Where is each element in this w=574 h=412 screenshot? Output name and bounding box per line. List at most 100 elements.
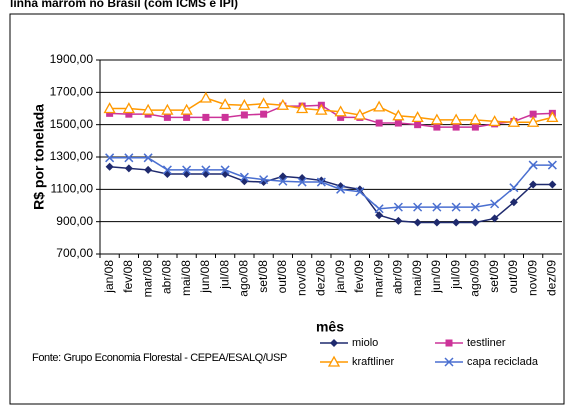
x-tick-label: dez/08 — [314, 260, 328, 296]
data-point — [548, 180, 557, 189]
data-point — [163, 113, 171, 121]
data-point — [334, 105, 347, 117]
data-point — [201, 165, 211, 175]
x-tick-label: set/09 — [487, 260, 501, 293]
data-point — [414, 121, 422, 129]
data-point — [469, 113, 482, 125]
x-tick-label: mar/08 — [140, 260, 154, 298]
legend-marker — [327, 355, 341, 367]
data-point — [259, 175, 269, 185]
data-point — [103, 102, 116, 114]
x-tick-label: jun/09 — [429, 260, 443, 294]
x-axis-label: mês — [316, 319, 344, 335]
data-point — [490, 214, 499, 223]
data-point — [297, 177, 307, 187]
data-point — [257, 97, 270, 109]
legend-marker — [445, 339, 453, 347]
data-point — [413, 202, 423, 212]
x-tick-label: mai/09 — [410, 260, 424, 296]
x-tick-label: jan/08 — [102, 260, 116, 294]
data-point — [373, 100, 386, 112]
x-tick-label: nov/08 — [294, 260, 308, 296]
data-point — [471, 123, 479, 131]
data-point — [488, 115, 501, 127]
data-point — [202, 113, 210, 121]
data-point — [393, 202, 403, 212]
legend-label: testliner — [467, 337, 506, 349]
data-point — [162, 165, 172, 175]
series-line — [109, 157, 553, 210]
chart-title: linha marrom no Brasil (com ICMS e IPI) — [10, 0, 238, 10]
data-point — [432, 202, 442, 212]
data-point — [199, 91, 212, 103]
x-tick-label: jul/08 — [217, 260, 231, 290]
data-point — [337, 113, 345, 121]
data-point — [450, 113, 463, 125]
data-point — [278, 176, 288, 186]
data-point — [180, 103, 193, 115]
x-tick-label: out/09 — [506, 260, 520, 294]
y-tick-label: 1500,00 — [50, 117, 94, 131]
x-tick-label: ago/08 — [237, 260, 251, 297]
data-point — [546, 111, 559, 123]
data-point — [221, 113, 229, 121]
data-point — [105, 162, 114, 171]
data-point — [220, 165, 230, 175]
data-point — [124, 153, 134, 163]
data-point — [239, 172, 249, 182]
data-point — [490, 199, 500, 209]
data-point — [433, 123, 441, 131]
x-tick-label: mar/09 — [371, 260, 385, 298]
legend-label: kraftliner — [352, 356, 395, 368]
data-point — [240, 111, 248, 119]
legend-label: miolo — [352, 337, 378, 349]
y-tick-label: 700,00 — [56, 246, 93, 260]
data-point — [276, 98, 289, 110]
data-point — [336, 184, 346, 194]
data-point — [547, 160, 557, 170]
data-point — [182, 165, 192, 175]
data-point — [161, 103, 174, 115]
data-point — [122, 102, 135, 114]
data-point — [374, 204, 384, 214]
x-tick-label: ago/09 — [468, 260, 482, 297]
data-point — [527, 115, 540, 127]
x-tick-label: abr/08 — [160, 260, 174, 294]
data-point — [394, 119, 402, 127]
data-point — [183, 113, 191, 121]
data-point — [296, 102, 309, 114]
x-tick-label: mai/08 — [179, 260, 193, 296]
data-point — [432, 218, 441, 227]
x-tick-label: out/08 — [275, 260, 289, 294]
data-point — [353, 108, 366, 120]
x-tick-label: dez/09 — [545, 260, 559, 296]
y-tick-label: 1700,00 — [50, 85, 94, 99]
x-tick-label: jan/09 — [333, 260, 347, 294]
y-tick-label: 1100,00 — [51, 182, 94, 196]
data-point — [375, 211, 384, 220]
data-point — [375, 119, 383, 127]
x-tick-label: nov/09 — [525, 260, 539, 296]
data-point — [413, 218, 422, 227]
data-point — [509, 198, 518, 207]
x-tick-label: fev/09 — [352, 260, 366, 293]
data-point — [125, 110, 133, 118]
data-point — [355, 187, 365, 197]
data-point — [260, 110, 268, 118]
data-point — [452, 123, 460, 131]
data-point — [509, 183, 519, 193]
x-tick-label: jun/08 — [198, 260, 212, 294]
y-tick-label: 1300,00 — [50, 149, 94, 163]
y-tick-label: 1900,00 — [50, 52, 94, 66]
data-point — [316, 177, 326, 187]
data-point — [219, 98, 232, 110]
data-point — [143, 153, 153, 163]
data-point — [470, 202, 480, 212]
data-point — [451, 202, 461, 212]
data-point — [411, 111, 424, 123]
x-tick-label: abr/09 — [391, 260, 405, 294]
data-point — [529, 180, 538, 189]
data-point — [394, 216, 403, 225]
x-tick-label: fev/08 — [121, 260, 135, 293]
